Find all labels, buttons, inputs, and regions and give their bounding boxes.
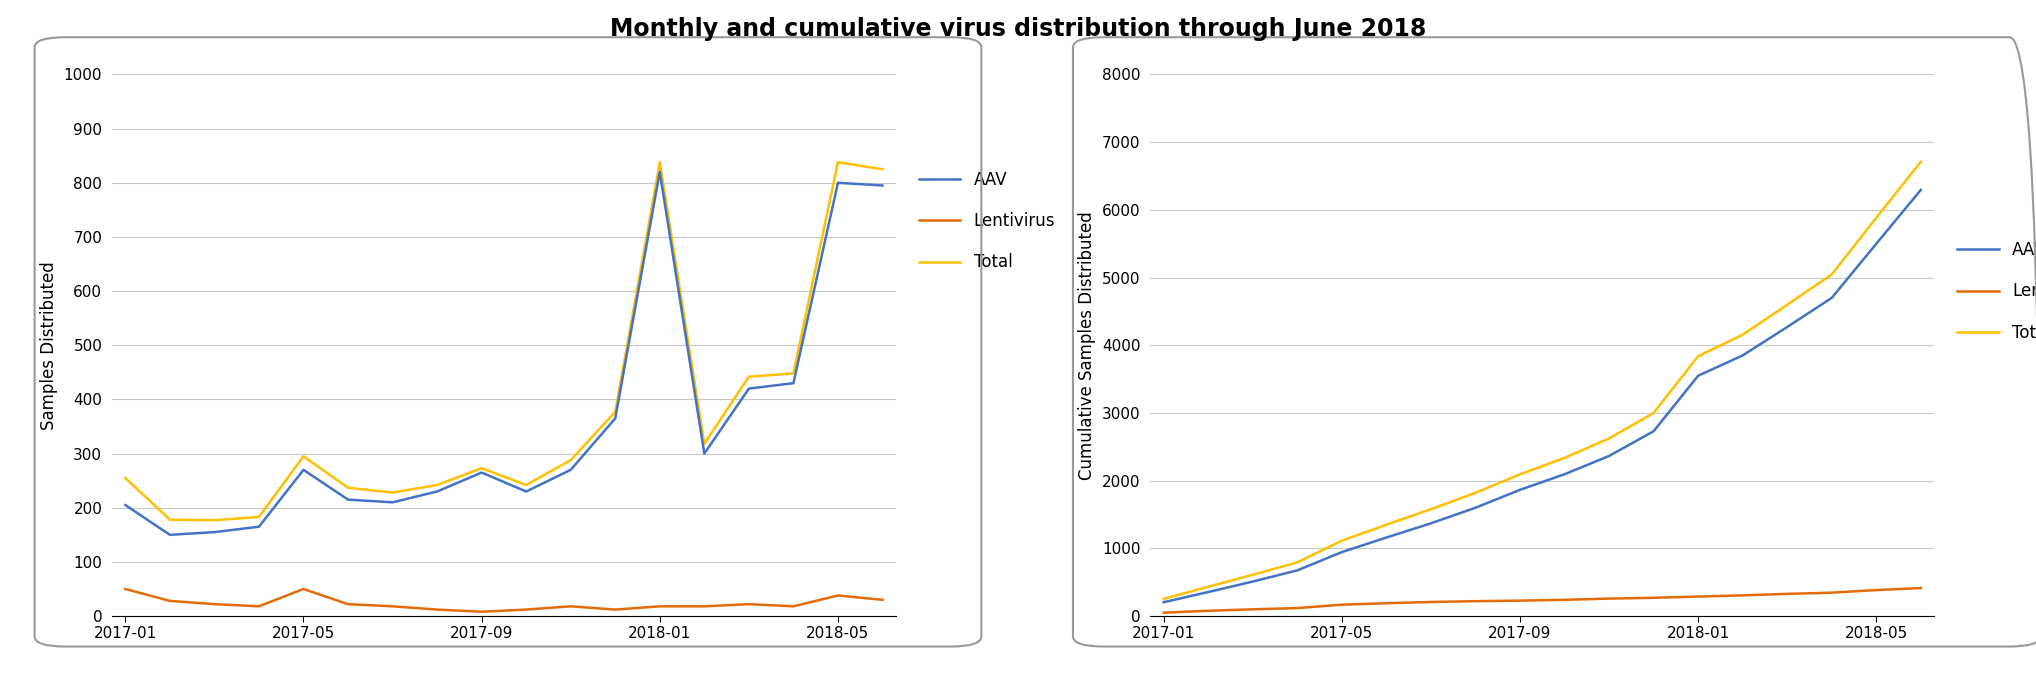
Legend: AAV, Lentivirus, Total: AAV, Lentivirus, Total (912, 164, 1063, 278)
Text: Monthly and cumulative virus distribution through June 2018: Monthly and cumulative virus distributio… (611, 17, 1425, 41)
Y-axis label: Cumulative Samples Distributed: Cumulative Samples Distributed (1079, 211, 1097, 479)
Y-axis label: Samples Distributed: Samples Distributed (41, 261, 59, 430)
Legend: AAV, Lentivirus, Total: AAV, Lentivirus, Total (1950, 234, 2036, 349)
